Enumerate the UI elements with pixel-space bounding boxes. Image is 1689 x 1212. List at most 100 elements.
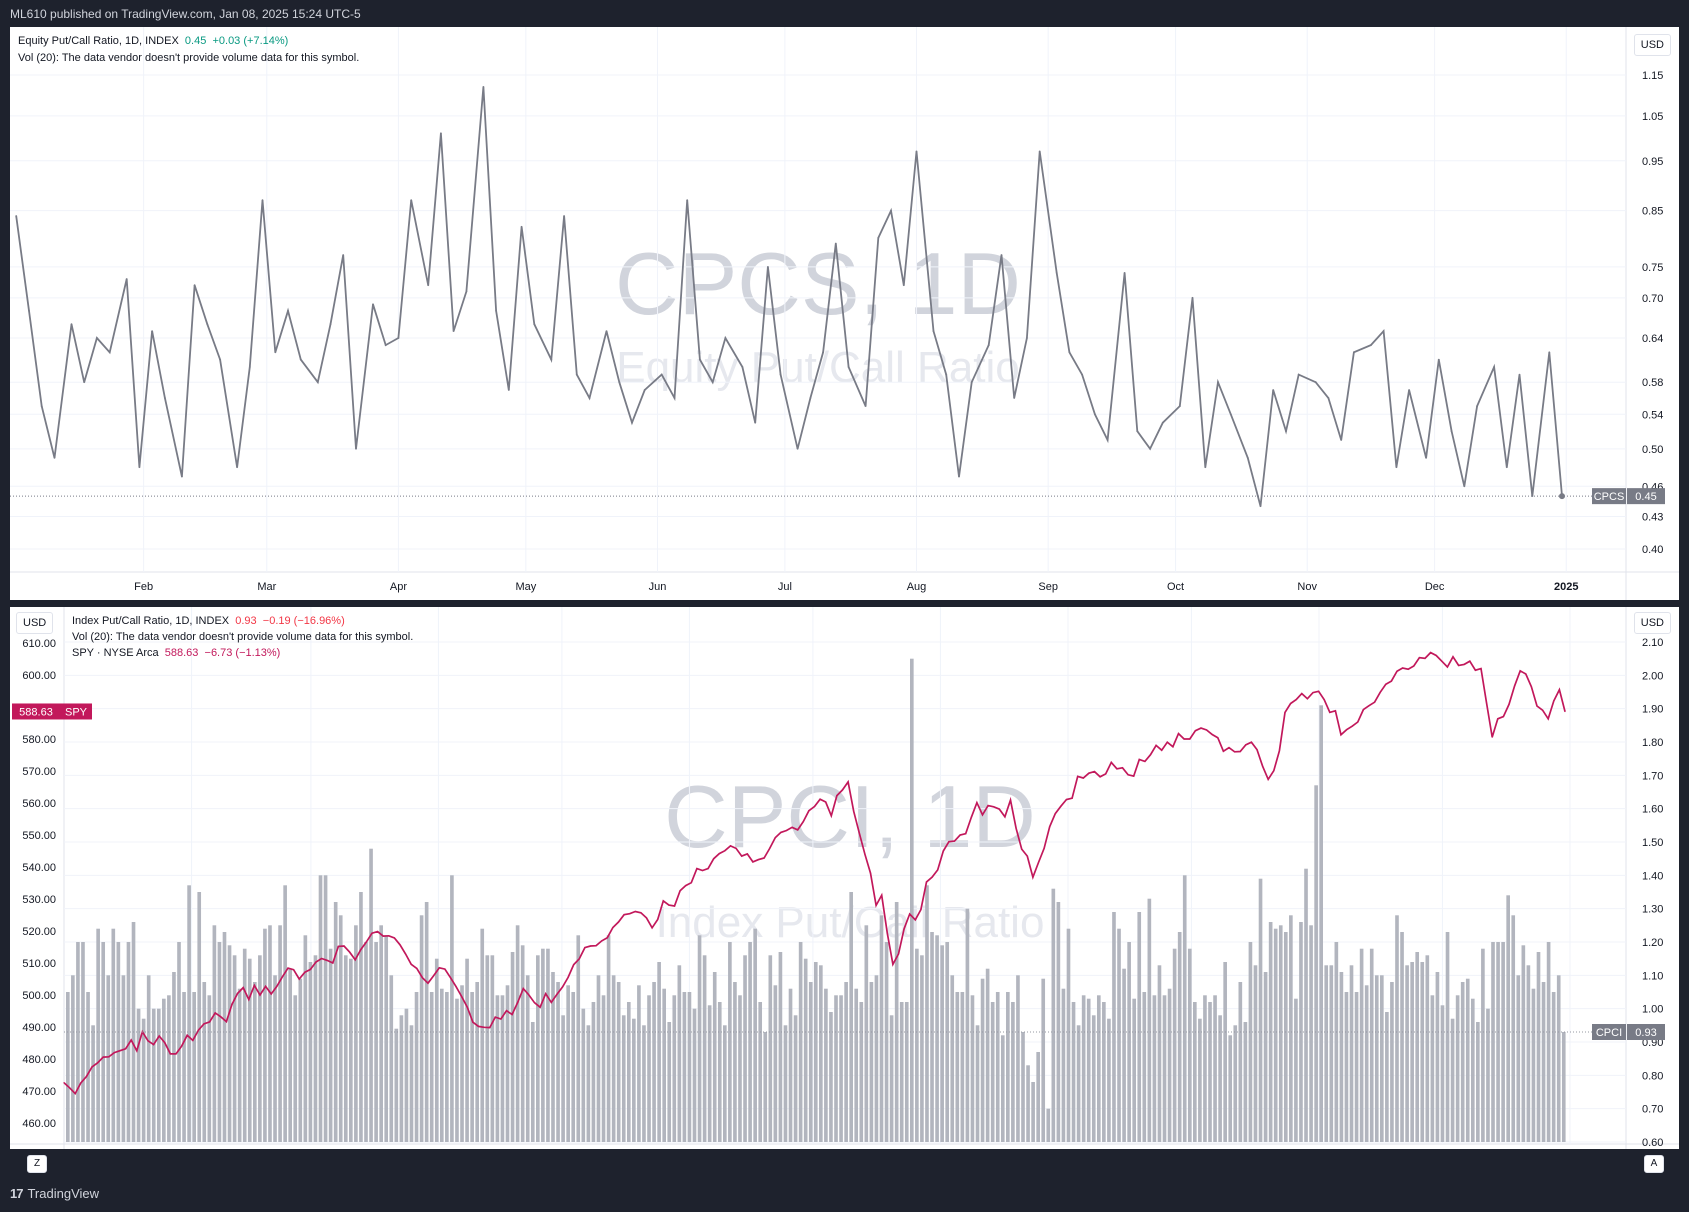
cpci-bar	[1395, 915, 1399, 1142]
cpci-chart[interactable]: CPCI, 1D Index Put/Call Ratio 0.600.700.…	[10, 607, 1679, 1149]
cpci-bar	[1455, 995, 1460, 1142]
spy-data-point	[1407, 668, 1409, 670]
cpcs-data-point	[219, 358, 222, 361]
spy-data-point	[461, 996, 463, 998]
spy-data-point	[1368, 705, 1370, 707]
cpcs-currency-button[interactable]: USD	[1633, 34, 1671, 56]
cpci-bar	[359, 892, 363, 1142]
cpci-bar	[1203, 995, 1207, 1142]
cpci-bar	[1546, 942, 1551, 1142]
spy-data-point	[1009, 799, 1012, 801]
spy-data-point	[1082, 777, 1084, 779]
cpci-bar	[551, 972, 555, 1142]
cpcs-data-point	[1106, 439, 1109, 441]
cpci-panel[interactable]: CPCI, 1D Index Put/Call Ratio 0.60 0.70 0.…	[10, 607, 1679, 1149]
spy-data-point	[1172, 746, 1174, 748]
spy-data-point	[1480, 668, 1482, 670]
cpci-bar	[450, 875, 454, 1142]
spy-data-point	[1267, 778, 1269, 780]
cpci-bar	[1187, 948, 1192, 1142]
spy-data-point	[662, 900, 664, 902]
cpcs-legend-name: Equity Put/Call Ratio, 1D, INDEX	[18, 35, 179, 47]
cpci-bar	[1096, 995, 1101, 1142]
spy-data-point	[203, 1023, 205, 1025]
cpci-bar	[151, 1008, 156, 1142]
cpci-bar	[1283, 932, 1288, 1142]
spy-data-point	[892, 963, 894, 965]
spy-data-point	[1250, 741, 1252, 743]
spy-data-point	[483, 1026, 485, 1028]
spy-data-point	[63, 1082, 65, 1084]
cpci-bar	[687, 992, 692, 1142]
cpcs-data-point	[108, 351, 111, 354]
spy-data-point	[225, 1021, 227, 1023]
cpcs-chart[interactable]: CPCS, 1D Equity Put/Call Ratio 0.400.430…	[10, 27, 1679, 600]
cpcs-legend-title: Equity Put/Call Ratio, 1D, INDEX 0.45 +0…	[18, 35, 288, 47]
cpcs-data-point	[945, 373, 948, 376]
spy-data-point	[80, 1082, 82, 1084]
cpci-bar	[1046, 1108, 1051, 1142]
cpcs-data-point	[40, 405, 43, 407]
cpcs-data-point	[206, 323, 209, 326]
cpcs-tag-value-box	[1627, 488, 1665, 505]
cpci-bar	[263, 928, 267, 1142]
cpci-bar	[1561, 1032, 1566, 1142]
cpci-bar	[288, 968, 293, 1142]
cpci-bar	[207, 995, 212, 1142]
auto-scale-button[interactable]: A	[1644, 1155, 1664, 1173]
spy-data-point	[1166, 741, 1168, 743]
spy-y-tick-label: 500.00	[22, 990, 56, 1002]
cpci-bar	[1142, 992, 1147, 1142]
cpci-bar	[1526, 965, 1531, 1142]
spy-data-point	[293, 969, 295, 971]
cpcs-x-tick-label: Dec	[1425, 581, 1445, 593]
spy-data-point	[869, 872, 872, 874]
cpci-bar	[1076, 1025, 1081, 1142]
cpcs-data-point	[754, 421, 757, 424]
spy-data-point	[925, 881, 928, 883]
cpci-bar	[1228, 1035, 1233, 1142]
spy-data-point	[1194, 730, 1196, 732]
spy-data-point	[343, 945, 345, 947]
spy-data-point	[948, 841, 950, 843]
cpci-bar	[758, 1002, 763, 1142]
cpci-bar	[1349, 965, 1354, 1142]
spy-data-point	[1357, 721, 1359, 723]
cpci-bar	[647, 995, 651, 1142]
cpcs-legend-change: +0.03 (+7.14%)	[212, 35, 289, 47]
cpci-bar	[783, 1025, 788, 1142]
spy-data-point	[1452, 656, 1454, 658]
spy-data-point	[864, 853, 866, 855]
zoom-z-button[interactable]: Z	[27, 1155, 47, 1173]
cpci-bar	[793, 1015, 798, 1142]
spy-currency-button[interactable]: USD	[16, 612, 54, 634]
cpcs-data-point	[970, 381, 973, 384]
cpci-bar	[773, 985, 778, 1142]
cpcs-data-point	[550, 358, 553, 361]
cpcs-data-point	[796, 447, 799, 450]
spy-data-point	[321, 957, 323, 960]
cpcs-data-point	[181, 475, 183, 478]
spy-data-point	[1262, 765, 1264, 767]
cpci-bar	[1329, 965, 1334, 1142]
cpci-bar	[323, 875, 328, 1142]
cpci-y-tick-label: 1.00	[1642, 1004, 1663, 1016]
cpci-bar	[1309, 925, 1313, 1142]
cpcs-legend-value: 0.45	[184, 35, 207, 47]
cpcs-panel[interactable]: CPCS, 1D Equity Put/Call Ratio 0.40 0.43 0…	[10, 27, 1679, 600]
cpci-bar	[349, 958, 353, 1142]
cpci-bar	[167, 995, 171, 1142]
spy-data-point	[1004, 816, 1006, 818]
cpci-bar	[101, 942, 106, 1142]
spy-data-point	[309, 968, 311, 970]
cpci-bar	[1041, 978, 1046, 1142]
cpci-bar	[1440, 1005, 1445, 1142]
spy-data-point	[1228, 747, 1230, 749]
cpci-bar	[884, 942, 889, 1142]
cpci-y-tick-label: 1.40	[1642, 870, 1663, 882]
cpci-currency-button[interactable]: USD	[1633, 612, 1671, 634]
tradingview-logo[interactable]: 17 TradingView	[10, 1186, 99, 1201]
spy-data-point	[813, 805, 816, 808]
spy-data-point	[1424, 657, 1426, 659]
spy-data-point	[1390, 680, 1392, 682]
